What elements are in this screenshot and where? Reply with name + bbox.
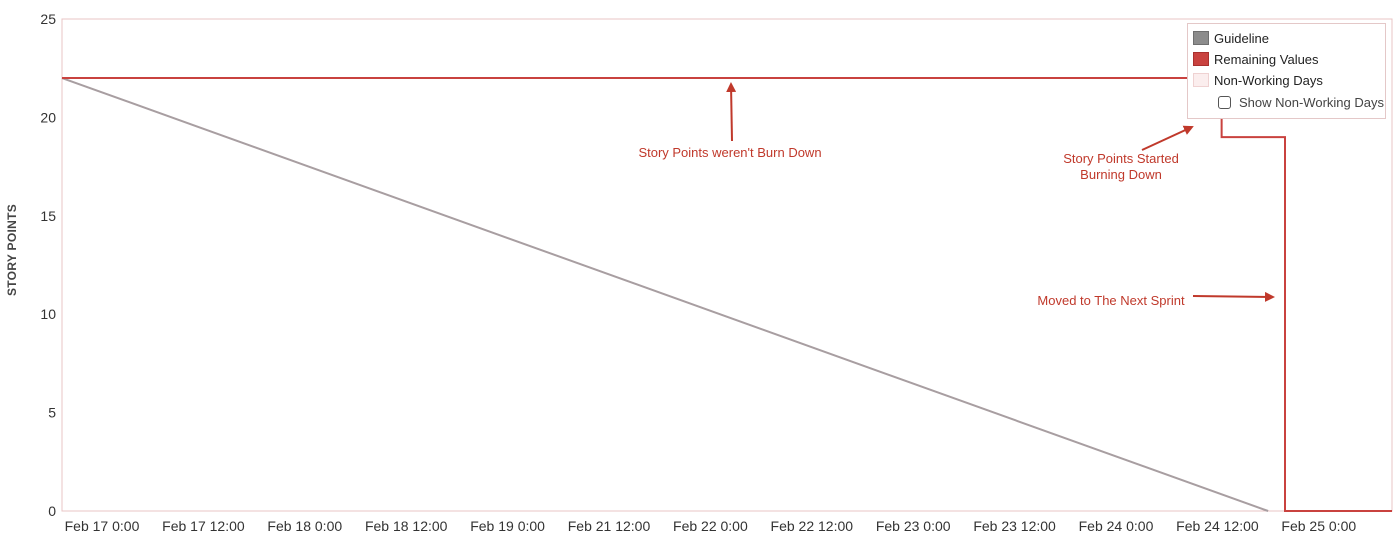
x-tick-label: Feb 18 12:00	[365, 518, 448, 534]
x-tick-label: Feb 24 0:00	[1079, 518, 1154, 534]
legend-label-guideline: Guideline	[1214, 30, 1269, 46]
x-tick-label: Feb 24 12:00	[1176, 518, 1259, 534]
legend-item-guideline[interactable]: Guideline	[1193, 29, 1269, 47]
series-guideline	[61, 77, 1269, 512]
y-axis: 0 5 10 15 20 25	[40, 11, 56, 519]
annotation-started-burning-line2: Burning Down	[1080, 167, 1162, 182]
annotation-arrow-no-burndown	[726, 82, 737, 142]
x-tick-label: Feb 22 12:00	[771, 518, 854, 534]
x-tick-label: Feb 18 0:00	[267, 518, 342, 534]
legend-label-non-working-days: Non-Working Days	[1214, 72, 1323, 88]
y-tick-label: 20	[40, 109, 56, 125]
x-tick-label: Feb 17 12:00	[162, 518, 245, 534]
legend-swatch-remaining-values	[1193, 52, 1209, 66]
x-tick-label: Feb 23 12:00	[973, 518, 1056, 534]
y-tick-label: 15	[40, 208, 56, 224]
y-axis-label: STORY POINTS	[5, 204, 19, 296]
plot-frame	[61, 18, 1393, 512]
legend-label-remaining-values: Remaining Values	[1214, 51, 1319, 67]
chart-legend: Guideline Remaining Values Non-Working D…	[1187, 23, 1386, 119]
annotation-next-sprint: Moved to The Next Sprint	[1037, 293, 1185, 308]
annotation-no-burndown: Story Points weren't Burn Down	[638, 145, 821, 160]
x-tick-label: Feb 25 0:00	[1281, 518, 1356, 534]
y-tick-label: 5	[48, 405, 56, 421]
annotation-arrow-next-sprint	[1192, 291, 1275, 302]
x-tick-label: Feb 23 0:00	[876, 518, 951, 534]
y-tick-label: 0	[48, 503, 56, 519]
y-tick-label: 25	[40, 11, 56, 27]
legend-item-remaining-values[interactable]: Remaining Values	[1193, 50, 1319, 68]
annotation-started-burning-line1: Story Points Started	[1063, 151, 1179, 166]
show-non-working-days-label: Show Non-Working Days	[1239, 95, 1384, 110]
y-tick-label: 10	[40, 306, 56, 322]
series-layer	[61, 77, 1392, 512]
x-tick-label: Feb 19 0:00	[470, 518, 545, 534]
annotation-arrow-started-burning	[1141, 125, 1194, 151]
series-remaining-values	[62, 77, 1392, 512]
legend-item-non-working-days[interactable]: Non-Working Days	[1193, 71, 1323, 89]
x-tick-label: Feb 21 12:00	[568, 518, 651, 534]
x-tick-label: Feb 22 0:00	[673, 518, 748, 534]
show-non-working-days-toggle[interactable]: Show Non-Working Days	[1218, 95, 1384, 110]
show-non-working-days-checkbox[interactable]	[1218, 96, 1231, 109]
legend-swatch-guideline	[1193, 31, 1209, 45]
x-axis: Feb 17 0:00 Feb 17 12:00 Feb 18 0:00 Feb 18…	[65, 518, 1357, 534]
legend-swatch-non-working-days	[1193, 73, 1209, 87]
x-tick-label: Feb 17 0:00	[65, 518, 140, 534]
